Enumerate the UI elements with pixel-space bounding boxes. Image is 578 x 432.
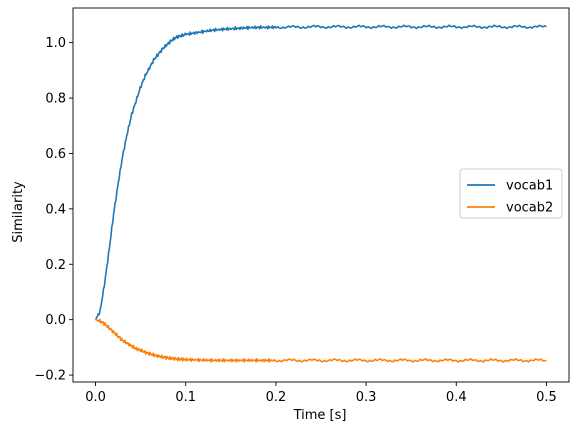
x-tick-label: 0.4 [446, 390, 467, 405]
legend-label-vocab2: vocab2 [506, 201, 553, 216]
y-tick-label: 0.2 [45, 258, 66, 273]
y-tick-label: 0.0 [45, 313, 66, 328]
x-tick-label: 0.2 [266, 390, 287, 405]
series-line-vocab1 [94, 24, 547, 321]
legend-box [459, 168, 563, 219]
x-tick-label: 0.5 [536, 390, 557, 405]
legend-label-vocab1: vocab1 [506, 179, 553, 194]
series-line-vocab2 [95, 318, 547, 363]
x-tick-label: 0.3 [356, 390, 377, 405]
plot-frame [72, 7, 570, 383]
axes-layer: 0.0 0.1 0.2 0.3 0.4 0.5 −0.2 0.0 0.2 0.4 0.6 0.8 1.0 [34, 7, 570, 405]
y-tick-label: 0.6 [45, 147, 66, 162]
y-tick-label: −0.2 [34, 369, 66, 384]
legend: vocab1 vocab2 [459, 168, 563, 219]
series-layer [94, 24, 547, 363]
x-tick-label: 0.1 [175, 390, 196, 405]
y-tick-label: 1.0 [45, 36, 66, 51]
x-axis-label: Time [s] [293, 408, 347, 423]
y-tick-label: 0.4 [45, 202, 66, 217]
y-axis-label: Similarity [11, 181, 26, 243]
x-tick-label: 0.0 [85, 390, 106, 405]
y-tick-label: 0.8 [45, 92, 66, 107]
